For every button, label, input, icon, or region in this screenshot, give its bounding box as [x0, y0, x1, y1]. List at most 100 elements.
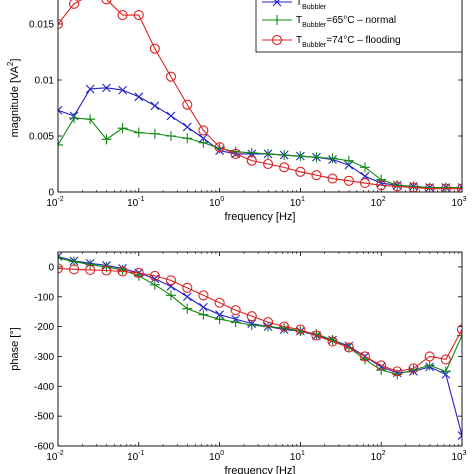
data-point [214, 297, 225, 308]
data-point [58, 263, 64, 274]
data-point [182, 133, 193, 144]
y-tick-label: -300 [34, 352, 54, 363]
data-point [133, 127, 144, 138]
data-point [149, 43, 160, 54]
series-line [58, 117, 462, 189]
series-line [58, 255, 462, 436]
y-tick-label: 0 [48, 188, 54, 199]
x-tick-label: 103 [451, 196, 466, 209]
x-tick-label: 100 [209, 196, 224, 209]
x-tick-label: 101 [290, 450, 305, 463]
data-point [149, 128, 160, 139]
y-tick-label: 0.005 [29, 132, 54, 143]
x-tick-label: 100 [209, 450, 224, 463]
y-tick-label: -600 [34, 442, 54, 453]
data-point [359, 177, 371, 189]
data-point [165, 275, 177, 286]
data-point [311, 330, 322, 341]
data-point [85, 259, 96, 270]
series-line [58, 267, 462, 372]
data-point [279, 150, 290, 161]
data-point [198, 137, 209, 148]
data-point [263, 148, 274, 159]
data-point [295, 166, 306, 177]
data-point [457, 182, 462, 192]
data-point [295, 151, 306, 162]
y-tick-label: 0.015 [29, 20, 54, 31]
data-point [392, 366, 403, 377]
data-point [69, 0, 80, 9]
data-point [456, 183, 462, 192]
data-point [456, 324, 462, 335]
data-point [263, 158, 274, 170]
data-point [101, 0, 112, 5]
data-point [457, 431, 462, 440]
data-point [311, 170, 322, 181]
data-point [117, 9, 128, 21]
data-point [182, 292, 192, 302]
data-point [182, 99, 193, 110]
data-point [214, 314, 225, 325]
data-point [359, 351, 371, 362]
y-tick-label: -500 [34, 412, 54, 423]
data-point [58, 18, 64, 30]
axes-frame [57, 251, 463, 447]
data-point [58, 252, 63, 263]
data-point [376, 180, 387, 191]
data-point [424, 351, 435, 362]
data-point [182, 122, 192, 132]
data-point [149, 279, 160, 290]
data-point [440, 354, 451, 365]
data-point [246, 311, 257, 322]
data-point [279, 162, 290, 173]
data-point [230, 148, 241, 159]
data-point [85, 264, 96, 275]
data-point [230, 146, 241, 157]
data-point [133, 267, 144, 278]
data-point [311, 152, 322, 163]
data-point [58, 252, 63, 261]
legend-entry: TBubbler [296, 0, 327, 11]
y-axis-label: phase [°] [9, 327, 21, 371]
data-point [165, 131, 176, 141]
data-point [69, 264, 80, 275]
data-point [117, 266, 128, 277]
series-circle [58, 0, 462, 192]
data-point [327, 153, 338, 164]
legend-entry: TBubbler=74°C – flooding [296, 35, 401, 49]
series-circle [58, 263, 462, 377]
data-point [343, 342, 354, 353]
data-point [295, 324, 306, 335]
data-point [343, 155, 354, 166]
data-point [246, 155, 257, 166]
series-line [58, 0, 462, 190]
data-point [327, 173, 338, 184]
data-point [198, 309, 209, 320]
x-tick-label: 103 [451, 450, 466, 463]
data-point [118, 85, 127, 95]
data-point [198, 302, 208, 312]
data-point [440, 366, 451, 377]
legend-entry: TBubbler=65°C – normal [296, 15, 396, 29]
x-tick-label: 10-1 [127, 450, 144, 463]
data-point [246, 320, 257, 331]
data-point [408, 363, 419, 374]
x-axis-label: frequency [Hz] [225, 465, 296, 474]
series-plus [58, 113, 462, 192]
data-point [263, 317, 274, 328]
data-point [85, 114, 96, 125]
y-tick-label: -200 [34, 322, 54, 333]
x-tick-label: 10-2 [46, 450, 63, 463]
x-tick-label: 10-1 [127, 196, 144, 209]
legend-marker [271, 34, 283, 46]
data-point [392, 181, 403, 192]
data-point [359, 162, 370, 173]
data-point [182, 303, 193, 314]
data-point [165, 290, 176, 301]
legend-box [255, 0, 463, 53]
data-point [327, 336, 338, 347]
y-tick-label: 0 [48, 262, 54, 273]
data-point [424, 360, 435, 371]
data-point [58, 139, 63, 150]
data-point [198, 125, 209, 136]
